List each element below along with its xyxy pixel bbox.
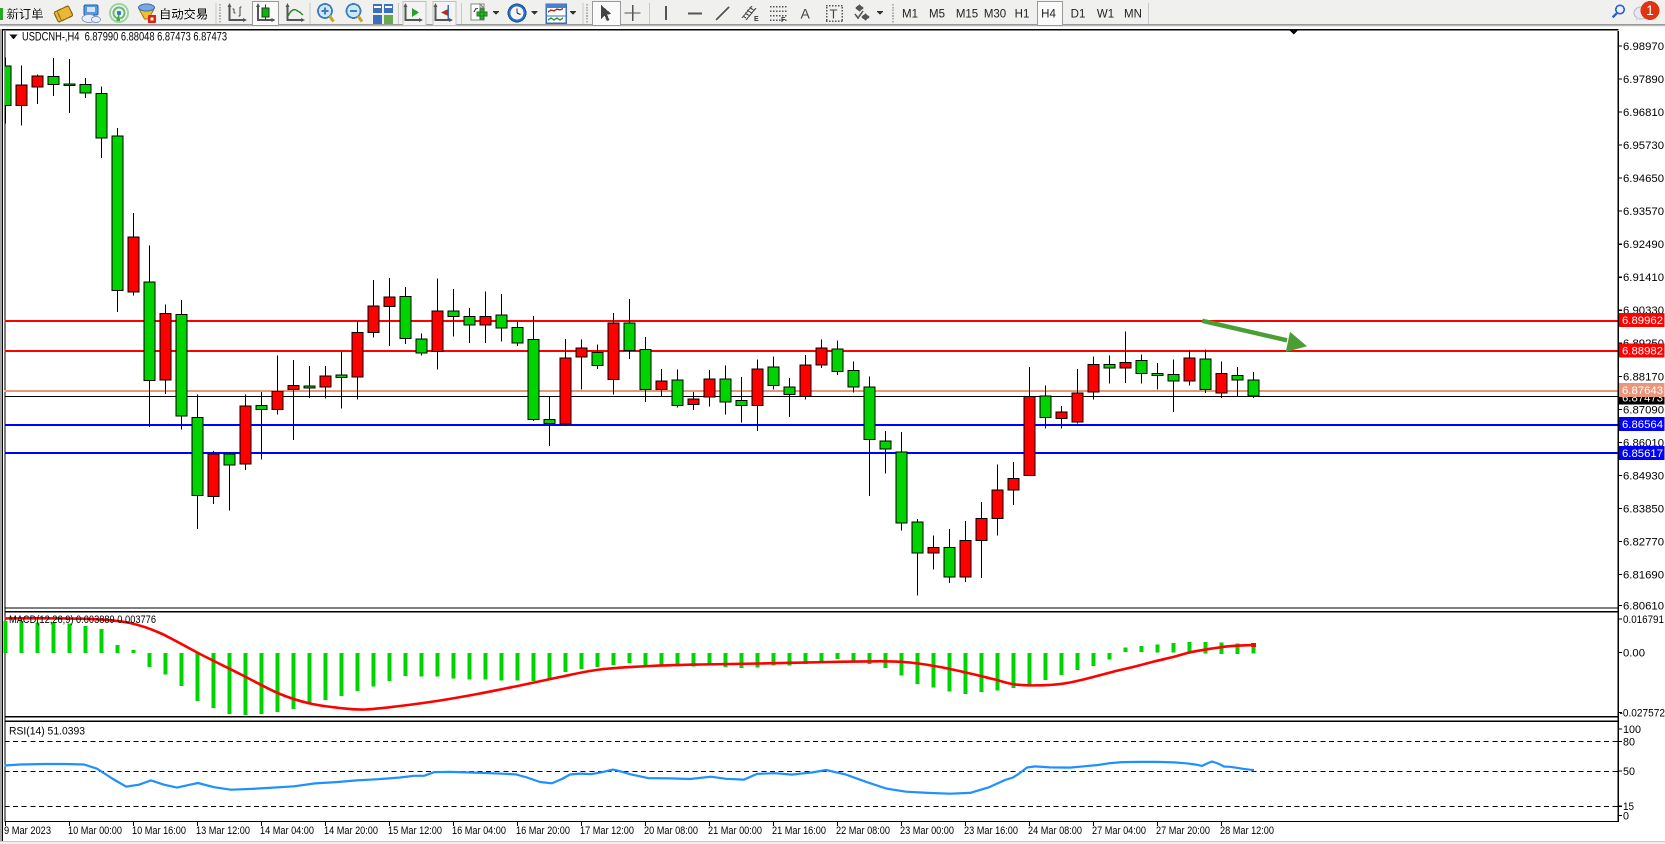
svg-text:14 Mar 20:00: 14 Mar 20:00: [324, 825, 378, 837]
svg-text:6.87643: 6.87643: [1622, 385, 1663, 397]
svg-text:6.84930: 6.84930: [1623, 470, 1664, 482]
svg-text:6.91410: 6.91410: [1623, 272, 1664, 284]
svg-text:W1: W1: [1097, 9, 1114, 21]
svg-text:80: 80: [1623, 737, 1635, 749]
svg-text:9 Mar 2023: 9 Mar 2023: [4, 825, 51, 837]
svg-text:13 Mar 12:00: 13 Mar 12:00: [196, 825, 250, 837]
svg-text:6.92490: 6.92490: [1623, 239, 1664, 251]
svg-text:16 Mar 04:00: 16 Mar 04:00: [452, 825, 506, 837]
svg-text:6.94650: 6.94650: [1623, 173, 1664, 185]
svg-text:20 Mar 08:00: 20 Mar 08:00: [644, 825, 698, 837]
svg-text:27 Mar 04:00: 27 Mar 04:00: [1092, 825, 1146, 837]
svg-text:10 Mar 16:00: 10 Mar 16:00: [132, 825, 186, 837]
svg-text:6.80610: 6.80610: [1623, 601, 1664, 613]
svg-text:14 Mar 04:00: 14 Mar 04:00: [260, 825, 314, 837]
svg-text:28 Mar 12:00: 28 Mar 12:00: [1220, 825, 1274, 837]
svg-text:22 Mar 08:00: 22 Mar 08:00: [836, 825, 890, 837]
svg-text:MACD(12,26,9) 0.003889 0.00377: MACD(12,26,9) 0.003889 0.003776: [9, 614, 156, 626]
svg-text:6.87090: 6.87090: [1623, 404, 1664, 416]
svg-text:F: F: [781, 17, 786, 24]
svg-text:100: 100: [1623, 724, 1641, 736]
svg-text:17 Mar 12:00: 17 Mar 12:00: [580, 825, 634, 837]
svg-text:6.93570: 6.93570: [1623, 206, 1664, 218]
svg-text:0.00: 0.00: [1623, 648, 1645, 660]
svg-text:0: 0: [1623, 810, 1629, 822]
svg-text:T: T: [830, 7, 838, 22]
svg-text:21 Mar 00:00: 21 Mar 00:00: [708, 825, 762, 837]
svg-text:27 Mar 20:00: 27 Mar 20:00: [1156, 825, 1210, 837]
svg-text:H4: H4: [1041, 9, 1056, 21]
svg-text:6.86564: 6.86564: [1622, 419, 1663, 431]
svg-text:23 Mar 00:00: 23 Mar 00:00: [900, 825, 954, 837]
svg-text:-0.027572: -0.027572: [1620, 707, 1665, 719]
svg-text:10 Mar 00:00: 10 Mar 00:00: [68, 825, 122, 837]
svg-text:24 Mar 08:00: 24 Mar 08:00: [1028, 825, 1082, 837]
svg-text:6.97890: 6.97890: [1623, 74, 1664, 86]
svg-text:15: 15: [1623, 801, 1634, 813]
svg-text:6.85617: 6.85617: [1622, 448, 1663, 460]
svg-text:0.016791: 0.016791: [1623, 614, 1664, 626]
svg-text:6.96810: 6.96810: [1623, 107, 1664, 119]
svg-text:15 Mar 12:00: 15 Mar 12:00: [388, 825, 442, 837]
svg-text:23 Mar 16:00: 23 Mar 16:00: [964, 825, 1018, 837]
svg-text:M15: M15: [956, 9, 978, 21]
svg-text:E: E: [754, 16, 759, 23]
svg-text:M5: M5: [929, 9, 945, 21]
svg-text:M1: M1: [902, 9, 918, 21]
svg-text:6.82770: 6.82770: [1623, 536, 1664, 548]
svg-text:16 Mar 20:00: 16 Mar 20:00: [516, 825, 570, 837]
svg-text:RSI(14) 51.0393: RSI(14) 51.0393: [9, 725, 85, 737]
svg-text:D1: D1: [1071, 9, 1086, 21]
svg-text:H1: H1: [1015, 9, 1030, 21]
svg-text:6.89962: 6.89962: [1622, 315, 1663, 327]
svg-text:21 Mar 16:00: 21 Mar 16:00: [772, 825, 826, 837]
svg-text:6.88170: 6.88170: [1623, 371, 1664, 383]
svg-text:50: 50: [1623, 766, 1635, 778]
svg-text:USDCNH-,H4 6.87990 6.88048 6.: USDCNH-,H4 6.87990 6.88048 6.87473 6.874…: [22, 30, 227, 44]
svg-text:1: 1: [1646, 3, 1654, 18]
svg-text:M30: M30: [984, 9, 1006, 21]
svg-text:6.98970: 6.98970: [1623, 41, 1664, 53]
svg-text:6.83850: 6.83850: [1623, 503, 1664, 515]
svg-text:6.88982: 6.88982: [1622, 345, 1663, 357]
svg-text:MN: MN: [1124, 9, 1142, 21]
svg-text:6.81690: 6.81690: [1623, 569, 1664, 581]
svg-text:A: A: [801, 6, 811, 22]
svg-text:6.95730: 6.95730: [1623, 140, 1664, 152]
